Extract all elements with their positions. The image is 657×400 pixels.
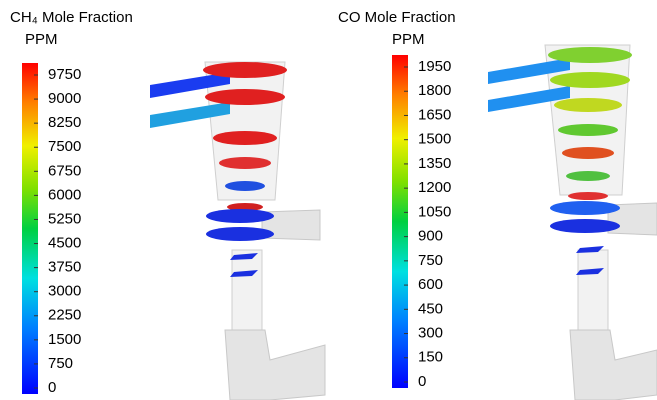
slice bbox=[568, 192, 608, 200]
slice bbox=[206, 227, 274, 241]
slice bbox=[558, 124, 618, 136]
slice bbox=[219, 157, 271, 169]
colorbar-unit: PPM bbox=[25, 31, 58, 48]
colorbar-tick-label: 2250 bbox=[48, 307, 81, 324]
slice bbox=[562, 147, 614, 159]
colorbar-tick-label: 750 bbox=[418, 252, 443, 269]
colorbar-tick-label: 1500 bbox=[418, 131, 451, 148]
colorbar-title: CH₄ Mole Fraction bbox=[10, 9, 133, 26]
colorbar bbox=[22, 63, 38, 394]
figure: CH₄ Mole FractionPPM97509000825075006750… bbox=[0, 0, 657, 400]
slice bbox=[225, 181, 265, 191]
colorbar-tick-label: 5250 bbox=[48, 210, 81, 227]
colorbar-title: CO Mole Fraction bbox=[338, 9, 456, 26]
column bbox=[232, 250, 262, 335]
colorbar-tick-label: 3000 bbox=[48, 283, 81, 300]
colorbar bbox=[392, 55, 408, 388]
slice bbox=[566, 171, 610, 181]
colorbar-tick-label: 600 bbox=[418, 276, 443, 293]
colorbar-tick-label: 1650 bbox=[418, 106, 451, 123]
slice bbox=[206, 209, 274, 223]
slice bbox=[213, 131, 277, 145]
colorbar-tick-label: 6000 bbox=[48, 186, 81, 203]
colorbar-tick-label: 1200 bbox=[418, 179, 451, 196]
colorbar-tick-label: 1500 bbox=[48, 331, 81, 348]
colorbar-tick-label: 300 bbox=[418, 325, 443, 342]
colorbar-tick-label: 1950 bbox=[418, 58, 451, 75]
colorbar-tick-label: 9750 bbox=[48, 66, 81, 83]
colorbar-tick-label: 8250 bbox=[48, 114, 81, 131]
page: {"panels": [ {"title": "CH₄ Mole Fractio… bbox=[0, 0, 657, 400]
slice bbox=[550, 72, 630, 88]
colorbar-tick-label: 0 bbox=[418, 373, 426, 390]
colorbar-tick-label: 900 bbox=[418, 228, 443, 245]
colorbar-tick-label: 150 bbox=[418, 349, 443, 366]
colorbar-tick-label: 450 bbox=[418, 300, 443, 317]
colorbar-tick-label: 9000 bbox=[48, 90, 81, 107]
colorbar-tick-label: 1050 bbox=[418, 203, 451, 220]
outlet bbox=[570, 330, 657, 400]
colorbar-tick-label: 3750 bbox=[48, 259, 81, 276]
slice bbox=[203, 62, 287, 78]
column bbox=[578, 250, 608, 335]
slice bbox=[550, 219, 620, 233]
colorbar-unit: PPM bbox=[392, 31, 425, 48]
slice bbox=[205, 89, 285, 105]
colorbar-tick-label: 750 bbox=[48, 355, 73, 372]
colorbar-tick-label: 0 bbox=[48, 379, 56, 396]
colorbar-tick-label: 4500 bbox=[48, 235, 81, 252]
slice bbox=[554, 98, 622, 112]
slice bbox=[550, 201, 620, 215]
outlet bbox=[225, 330, 325, 400]
colorbar-tick-label: 1350 bbox=[418, 155, 451, 172]
ch4-rendering bbox=[150, 62, 325, 400]
colorbar-tick-label: 7500 bbox=[48, 138, 81, 155]
co-rendering bbox=[488, 45, 657, 400]
colorbar-tick-label: 1800 bbox=[418, 82, 451, 99]
colorbar-tick-label: 6750 bbox=[48, 162, 81, 179]
slice bbox=[548, 47, 632, 63]
